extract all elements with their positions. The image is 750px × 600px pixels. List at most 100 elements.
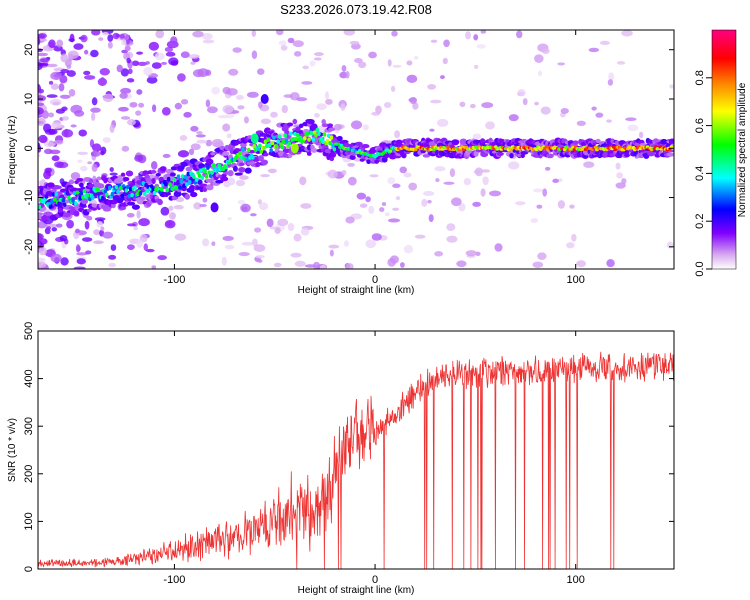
spectrogram-speckle — [85, 250, 92, 255]
spectrogram-halo — [145, 177, 153, 182]
x-tick-label: 0 — [372, 274, 378, 286]
spectrogram-speckle — [38, 88, 45, 94]
spectrogram-ridge-cell — [128, 186, 133, 192]
spectrogram-speckle — [566, 242, 575, 249]
spectrogram-speckle — [226, 133, 232, 139]
spectrogram-ridge-cell — [287, 141, 292, 146]
spectrogram-speckle — [60, 53, 68, 63]
spectrogram-ridge-cell — [294, 136, 299, 142]
spectrogram-ridge-cell — [110, 191, 115, 197]
spectrogram-speckle — [314, 52, 324, 57]
spectrogram-speckle — [64, 128, 69, 138]
spectrogram-ridge-cell — [281, 139, 286, 144]
spectrogram-speckle — [569, 204, 575, 209]
spectrogram-speckle — [281, 105, 288, 114]
spectrogram-speckle — [406, 74, 418, 83]
spectrogram-speckle — [290, 252, 302, 258]
spectrogram-halo — [366, 159, 372, 165]
spectrogram-halo — [310, 148, 318, 153]
spectrogram-ridge-cell — [211, 162, 216, 168]
spectrogram-speckle — [235, 179, 246, 187]
spectrogram-speckle — [38, 106, 44, 115]
spectrogram-ridge-cell — [192, 174, 196, 179]
spectrogram-ridge-cell — [296, 132, 300, 138]
spectrogram-speckle — [327, 169, 338, 179]
spectrogram-ridge-cell — [100, 195, 105, 201]
spectrogram-speckle — [368, 51, 377, 59]
spectrogram-speckle — [381, 202, 387, 206]
spectrogram-speckle — [157, 255, 167, 261]
spectrogram-speckle — [80, 165, 88, 172]
spectrogram-speckle — [517, 89, 526, 97]
spectrogram-halo — [81, 198, 89, 205]
spectrogram-speckle — [278, 40, 287, 46]
spectrogram-ridge-cell — [44, 194, 49, 199]
spectrogram-speckle — [239, 175, 249, 180]
spectrogram-speckle — [100, 226, 105, 231]
spectrogram-speckle — [246, 91, 259, 98]
spectrogram-ridge-cell — [311, 137, 316, 142]
spectrogram-ridge-cell — [142, 191, 147, 197]
spectrogram-speckle — [205, 139, 213, 147]
spectrogram-ridge-cell — [48, 204, 53, 209]
spectrogram-ridge-cell — [159, 187, 164, 192]
spectrogram-ridge-cell — [178, 185, 182, 190]
spectrogram-speckle — [151, 62, 162, 69]
spectrogram-speckle — [192, 30, 204, 38]
spectrogram-halo — [395, 139, 403, 145]
spectrogram-speckle — [99, 68, 110, 76]
spectrogram-speckle — [180, 99, 189, 105]
spectrogram-ridge-cell — [199, 168, 203, 173]
spectrogram-speckle — [146, 76, 158, 84]
spectrogram-halo — [157, 199, 163, 206]
spectrogram-speckle — [666, 241, 674, 249]
spectrogram-halo — [46, 182, 55, 188]
spectrogram-speckle — [222, 235, 234, 241]
spectrogram-speckle — [45, 63, 58, 68]
spectrogram-ridge-cell — [149, 184, 154, 189]
spectrogram-ridge-cell — [200, 175, 205, 181]
spectrogram-ridge-cell — [534, 147, 539, 152]
spectrogram-speckle — [429, 99, 442, 104]
spectrogram-speckle — [532, 261, 544, 268]
spectrogram-halo — [359, 158, 365, 162]
spectrogram-halo — [310, 123, 318, 130]
spectrogram-halo — [116, 197, 124, 204]
spectrogram-speckle — [251, 50, 258, 60]
spectrogram-halo — [287, 154, 293, 158]
spectrogram-speckle — [276, 30, 284, 36]
spectrogram-ridge-cell — [116, 189, 120, 195]
spectrogram-speckle — [537, 70, 543, 77]
spectrogram-ridge-cell — [74, 201, 78, 206]
spectrogram-ridge-cell — [50, 199, 54, 204]
y-tick-label: 10 — [23, 93, 35, 105]
spectrogram-speckle — [100, 150, 105, 156]
spectrogram-ridge-cell — [593, 145, 598, 149]
spectrogram-speckle — [472, 201, 481, 207]
spectrogram-speckle — [244, 116, 249, 124]
spectrogram-speckle — [465, 31, 471, 40]
spectrogram-speckle — [362, 124, 369, 131]
spectrogram-speckle — [392, 64, 402, 68]
spectrogram-speckle — [38, 52, 48, 57]
spectrogram-halo — [336, 135, 343, 142]
spectrogram-ridge-cell — [272, 135, 276, 140]
spectrogram-ridge-cell — [245, 157, 250, 162]
snr-y-ticks: 0 100 200 300 400 500 — [23, 322, 674, 572]
spectrogram-ridge-cell — [120, 193, 125, 198]
spectrogram-ridge-cell — [164, 182, 168, 187]
spectrogram-ridge-cell — [258, 143, 262, 149]
spectrogram-ridge-cell — [321, 139, 325, 145]
spectrogram-speckle — [81, 237, 93, 242]
spectrogram-speckle — [80, 34, 88, 43]
spectrogram-ridge-cell — [283, 133, 287, 138]
spectrogram-ridge-cell — [72, 191, 77, 196]
spectrogram-speckle — [292, 40, 304, 48]
spectrogram-speckle — [136, 239, 144, 248]
spectrogram-ridge-cell — [179, 178, 184, 184]
spectrogram-speckle — [353, 57, 363, 64]
spectrogram-speckle — [237, 199, 246, 205]
spectrogram-speckle — [84, 220, 90, 230]
spectrogram-speckle — [557, 178, 563, 183]
spectrogram-halo — [263, 152, 269, 157]
